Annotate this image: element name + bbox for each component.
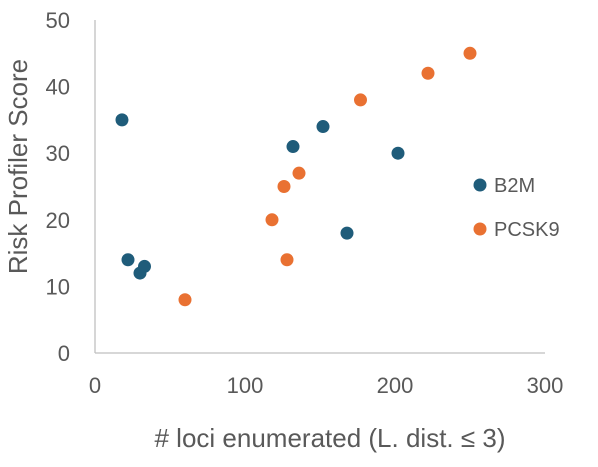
series-b2m <box>116 113 405 279</box>
data-point <box>317 120 330 133</box>
x-tick-label: 200 <box>377 373 414 398</box>
y-tick-label: 20 <box>46 208 70 233</box>
legend-label: B2M <box>494 175 535 197</box>
data-point <box>281 253 294 266</box>
legend-marker <box>474 223 487 236</box>
data-point <box>354 93 367 106</box>
legend: B2M PCSK9 <box>474 175 560 241</box>
data-point <box>116 113 129 126</box>
legend-marker <box>474 179 487 192</box>
x-axis-title: # loci enumerated (L. dist. ≤ 3) <box>155 423 506 453</box>
data-point <box>179 293 192 306</box>
legend-label: PCSK9 <box>494 219 560 241</box>
data-point <box>341 227 354 240</box>
x-axis-ticks: 0 100 200 300 <box>89 373 563 398</box>
y-tick-label: 10 <box>46 274 70 299</box>
x-tick-label: 100 <box>227 373 264 398</box>
data-point <box>122 253 135 266</box>
data-point <box>422 67 435 80</box>
y-tick-label: 40 <box>46 75 70 100</box>
data-point <box>138 260 151 273</box>
data-point <box>464 47 477 60</box>
data-point <box>392 147 405 160</box>
x-tick-label: 300 <box>527 373 564 398</box>
data-point <box>278 180 291 193</box>
y-axis-ticks: 0 10 20 30 40 50 <box>46 8 70 366</box>
data-point <box>293 167 306 180</box>
data-points <box>116 47 477 306</box>
series-pcsk9 <box>179 47 477 306</box>
y-tick-label: 50 <box>46 8 70 33</box>
y-axis-title: Risk Profiler Score <box>3 59 33 274</box>
y-tick-label: 0 <box>58 341 70 366</box>
y-tick-label: 30 <box>46 141 70 166</box>
x-tick-label: 0 <box>89 373 101 398</box>
data-point <box>266 213 279 226</box>
data-point <box>287 140 300 153</box>
